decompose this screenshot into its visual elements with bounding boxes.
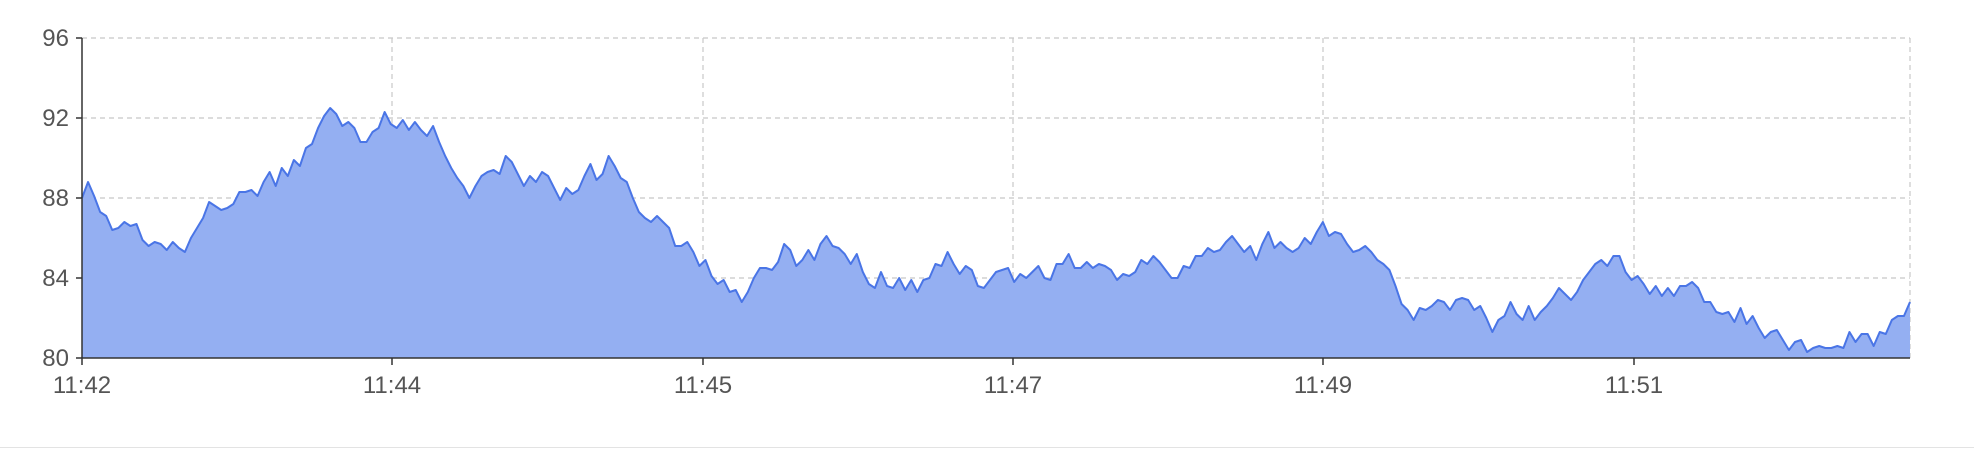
x-tick-labels: 11:42 11:44 11:45 11:47 11:49 11:51 [53, 358, 1663, 399]
y-tick-label: 88 [42, 185, 69, 212]
x-tick-label: 11:47 [984, 372, 1042, 399]
y-tick-label: 84 [42, 265, 69, 292]
x-tick-label: 11:49 [1294, 372, 1352, 399]
x-tick-label: 11:51 [1605, 372, 1663, 399]
x-tick-label: 11:42 [53, 372, 111, 399]
y-tick-label: 80 [42, 345, 69, 372]
y-tick-label: 92 [42, 105, 69, 132]
area-series [81, 107, 1911, 358]
series-line [81, 107, 1911, 353]
area-fill [82, 108, 1910, 358]
x-tick-label: 11:44 [363, 372, 421, 399]
bottom-divider [0, 447, 1974, 448]
y-tick-labels: 80 84 88 92 96 [42, 25, 82, 372]
y-tick-label: 96 [42, 25, 69, 52]
x-tick-label: 11:45 [674, 372, 732, 399]
